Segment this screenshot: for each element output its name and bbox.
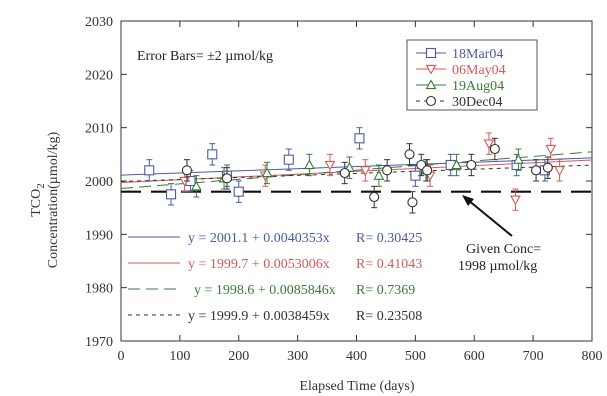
legend-label-19Aug04: 19Aug04 <box>452 79 504 94</box>
y-tick-label-3: 2000 <box>85 175 113 190</box>
y-tick-label-4: 2010 <box>85 122 113 137</box>
y-axis-title-prefix: TCO <box>29 189 44 217</box>
x-axis-title: Elapsed Time (days) <box>299 379 414 394</box>
y-tick-label-2: 1990 <box>85 228 113 243</box>
y-tick-label-0: 1970 <box>85 335 113 350</box>
y-axis-title-subscript: 2 <box>35 183 47 189</box>
data-point <box>233 186 244 197</box>
data-point <box>542 162 553 173</box>
legend-marker-06May04 <box>425 64 437 75</box>
equation-30Dec04: y = 1999.9 + 0.0038459x <box>188 309 330 324</box>
x-tick-label-1: 100 <box>169 349 190 364</box>
data-point <box>144 165 155 176</box>
y-tick-label-5: 2020 <box>85 68 113 83</box>
x-tick-label-7: 700 <box>523 349 544 364</box>
y-axis-title: TCO2 Concentration(µmol/kg) <box>29 131 61 268</box>
data-point <box>512 154 524 164</box>
equation-19Aug04: y = 1998.6 + 0.0085846x <box>194 283 336 298</box>
legend-marker-30Dec04 <box>425 95 437 107</box>
legend-marker-19Aug04 <box>425 79 437 90</box>
y-axis-title-units: Concentration(µmol/kg) <box>46 131 61 268</box>
data-point <box>404 149 415 160</box>
fit-line-19Aug04 <box>120 151 593 189</box>
data-point <box>531 165 542 176</box>
data-point <box>354 133 365 144</box>
data-point <box>324 160 336 171</box>
error-bars-note: Error Bars= ±2 µmol/kg <box>137 49 273 64</box>
data-point <box>221 173 233 184</box>
r-value-19Aug04: R= 0.7369 <box>356 283 415 298</box>
data-point <box>451 159 463 170</box>
data-point <box>466 159 477 171</box>
legend-marker-18Mar04 <box>425 47 437 59</box>
legend-label-18Mar04: 18Mar04 <box>452 47 503 62</box>
data-point <box>190 180 202 191</box>
r-value-18Mar04: R= 0.30425 <box>356 231 422 246</box>
x-tick-label-6: 600 <box>464 349 485 364</box>
data-point <box>483 139 495 150</box>
given-conc-arrow <box>462 195 513 237</box>
data-point <box>382 165 393 176</box>
data-point <box>422 165 433 176</box>
x-tick-label-4: 400 <box>346 349 367 364</box>
legend-label-30Dec04: 30Dec04 <box>452 95 503 110</box>
svg-text:TCO2: TCO2 <box>29 183 47 217</box>
x-tick-label-5: 500 <box>405 349 426 364</box>
data-point <box>373 170 385 180</box>
x-tick-label-8: 800 <box>582 349 603 364</box>
data-point <box>165 189 177 200</box>
r-value-30Dec04: R= 0.23508 <box>356 309 422 324</box>
data-point <box>283 154 294 165</box>
data-point <box>407 197 418 208</box>
data-point <box>261 167 273 178</box>
x-tick-label-3: 300 <box>287 349 308 364</box>
data-point <box>359 166 371 176</box>
y-tick-label-1: 1980 <box>85 282 113 297</box>
data-point <box>545 144 557 155</box>
given-conc-label-2: 1998 µmol/kg <box>458 259 537 274</box>
y-tick-label-6: 2030 <box>85 15 113 30</box>
data-points <box>144 127 566 214</box>
data-point <box>369 191 380 203</box>
legend-label-06May04: 06May04 <box>452 63 506 78</box>
r-value-06May04: R= 0.41043 <box>356 257 422 272</box>
x-tick-label-2: 200 <box>228 349 249 364</box>
data-point <box>339 167 350 179</box>
data-point <box>510 195 521 206</box>
x-tick-label-0: 0 <box>118 349 125 364</box>
data-point <box>489 143 500 155</box>
data-point <box>303 159 315 170</box>
equation-18Mar04: y = 2001.1 + 0.0040353x <box>188 231 330 246</box>
given-conc-label-1: Given Conc= <box>466 242 541 257</box>
equation-06May04: y = 1999.7 + 0.0053006x <box>188 257 330 272</box>
axes: 0 100 200 300 400 500 600 700 800 1970 1980 1990 200… <box>85 15 603 364</box>
data-point <box>207 149 218 160</box>
series-30Dec04 <box>181 137 553 214</box>
fit-equations: y = 2001.1 + 0.0040353x R= 0.30425 y = 199… <box>128 231 422 324</box>
data-point <box>554 166 566 176</box>
data-point <box>181 165 192 176</box>
